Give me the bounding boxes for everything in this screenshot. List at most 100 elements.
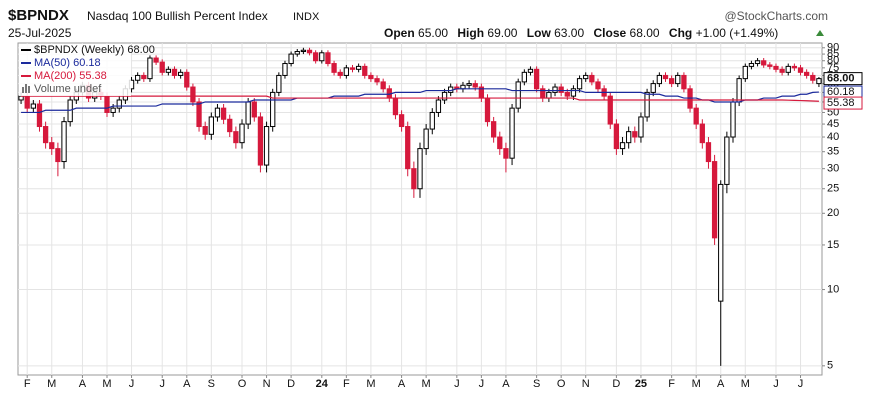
candle-body — [61, 121, 67, 163]
candle-body — [110, 107, 116, 113]
candle-body — [214, 107, 221, 118]
x-tick-label: F — [343, 378, 350, 390]
x-tick-label: D — [287, 378, 295, 390]
y-tick-label: 15 — [827, 239, 839, 251]
stat-label: High — [457, 26, 484, 40]
candle-body — [613, 123, 620, 150]
stat-value: 69.00 — [487, 26, 517, 40]
candle-body — [797, 67, 804, 73]
candle-body — [374, 78, 380, 83]
candle-body — [644, 91, 650, 118]
moving-average-line — [21, 88, 819, 114]
x-tick-label: J — [798, 378, 804, 390]
x-tick-label: J — [159, 378, 165, 390]
x-tick-label: S — [533, 378, 540, 390]
x-tick-label: 24 — [316, 378, 329, 390]
stat-value: +1.00 (+1.49%) — [696, 26, 779, 40]
stat-label: Open — [384, 26, 415, 40]
candle-body — [552, 86, 558, 93]
candle-body — [24, 95, 30, 109]
candle-body — [435, 99, 442, 113]
candle-body — [718, 183, 724, 302]
candle-body — [754, 60, 761, 65]
candle-body — [36, 103, 43, 128]
candle-body — [791, 65, 798, 69]
candle-body — [441, 91, 448, 101]
y-tick-label: 85 — [827, 48, 839, 60]
x-tick-label: S — [208, 378, 215, 390]
grid — [18, 43, 822, 375]
legend-label: $BPNDX (Weekly) — [34, 44, 124, 56]
candle-body — [135, 74, 141, 81]
candle-body — [227, 118, 233, 133]
candle-body — [705, 142, 712, 163]
x-tick-label: A — [183, 378, 191, 390]
candle-body — [509, 107, 515, 159]
legend-entry: $BPNDX (Weekly) 68.00 — [34, 44, 155, 56]
value-tag-box — [823, 72, 863, 86]
x-tick-label: 25 — [635, 378, 647, 390]
candle-body — [288, 53, 294, 65]
candle-body — [184, 71, 190, 88]
x-tick-label: A — [717, 378, 725, 390]
stat-label: Close — [594, 26, 627, 40]
candle-body — [153, 57, 159, 63]
stat-value: 65.00 — [418, 26, 448, 40]
candle-body — [681, 74, 687, 90]
candle-body — [576, 78, 583, 90]
candle-body — [325, 52, 331, 65]
x-tick-label: A — [502, 378, 510, 390]
candle-body — [245, 101, 251, 125]
y-tick-label: 40 — [827, 131, 839, 143]
candle-body — [257, 116, 264, 166]
moving-average-line — [21, 95, 819, 102]
y-tick-label: 5 — [827, 360, 833, 372]
candle-body — [398, 114, 405, 128]
exchange: INDX — [293, 11, 320, 23]
y-tick-label: 45 — [827, 118, 839, 130]
stat-value: 68.00 — [630, 26, 660, 40]
candle-body — [177, 71, 184, 76]
axis: 51015202530354045505560657075808590FMAMJ… — [24, 42, 863, 390]
candle-body — [147, 57, 153, 80]
x-tick-label: N — [582, 378, 590, 390]
candle-body — [785, 65, 791, 73]
candle-body — [693, 107, 699, 125]
candle-body — [668, 78, 675, 85]
x-tick-label: M — [366, 378, 375, 390]
candle-body — [171, 68, 178, 76]
candle-body — [282, 63, 288, 76]
x-tick-label: F — [24, 378, 31, 390]
x-tick-label: O — [557, 378, 566, 390]
legend: $BPNDX (Weekly) 68.00 MA(50) 60.18 MA(20… — [19, 44, 155, 96]
date: 25-Jul-2025 — [8, 26, 72, 40]
candle-body — [497, 136, 503, 150]
candle-body — [748, 63, 755, 67]
candle-body — [491, 121, 497, 138]
y-tick-label: 20 — [827, 207, 839, 219]
candle-body — [810, 74, 816, 81]
candle-body — [558, 86, 564, 93]
candle-body — [220, 107, 227, 120]
y-tick-label: 30 — [827, 163, 839, 175]
candle-body — [546, 91, 552, 99]
legend-value: 55.38 — [79, 70, 107, 82]
up-arrow — [816, 30, 824, 36]
candle-body — [190, 86, 196, 103]
candle-body — [675, 74, 681, 85]
candle-body — [306, 49, 313, 54]
candle-body — [632, 131, 638, 138]
candle-body — [239, 123, 245, 144]
candle-body — [343, 67, 349, 76]
legend-background — [19, 44, 131, 96]
x-tick-label: A — [398, 378, 406, 390]
candle-body — [816, 78, 822, 85]
candle-body — [761, 60, 767, 66]
candle-body — [570, 88, 577, 97]
candle-body — [711, 161, 718, 239]
candle-body — [533, 68, 540, 90]
candle-body — [466, 83, 472, 86]
legend-entry: MA(200) 55.38 — [34, 70, 107, 82]
candle-body — [300, 49, 307, 53]
